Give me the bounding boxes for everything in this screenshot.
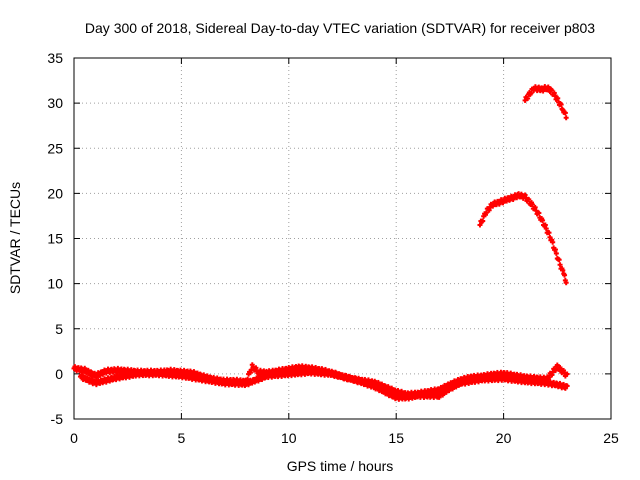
- y-tick-labels: -5 0 5 10 15 20 25 30 35: [47, 50, 63, 427]
- x-axis-label: GPS time / hours: [287, 458, 394, 474]
- y-tick-label: 25: [47, 140, 63, 156]
- y-tick-label: 35: [47, 50, 63, 66]
- y-tick-label: 20: [47, 185, 63, 201]
- x-tick-label: 15: [388, 430, 404, 446]
- x-tick-label: 10: [281, 430, 297, 446]
- y-tick-label: -5: [51, 411, 64, 427]
- x-tick-label: 20: [496, 430, 512, 446]
- y-axis-label: SDTVAR / TECUs: [7, 182, 23, 294]
- series-arc-mid: [477, 191, 569, 286]
- data-points: [71, 84, 570, 402]
- x-tick-label: 25: [603, 430, 619, 446]
- y-tick-label: 5: [55, 321, 63, 337]
- y-tick-label: 15: [47, 231, 63, 247]
- axis-ticks: [73, 57, 612, 420]
- grid: [74, 58, 611, 419]
- series-baseline-lower: [77, 367, 570, 402]
- x-tick-label: 5: [178, 430, 186, 446]
- chart-title: Day 300 of 2018, Sidereal Day-to-day VTE…: [85, 20, 595, 36]
- y-tick-label: 30: [47, 95, 63, 111]
- y-tick-label: 0: [55, 366, 63, 382]
- y-tick-label: 10: [47, 276, 63, 292]
- x-tick-label: 0: [70, 430, 78, 446]
- x-tick-labels: 0 5 10 15 20 25: [70, 430, 619, 446]
- series-arc-top: [522, 84, 569, 121]
